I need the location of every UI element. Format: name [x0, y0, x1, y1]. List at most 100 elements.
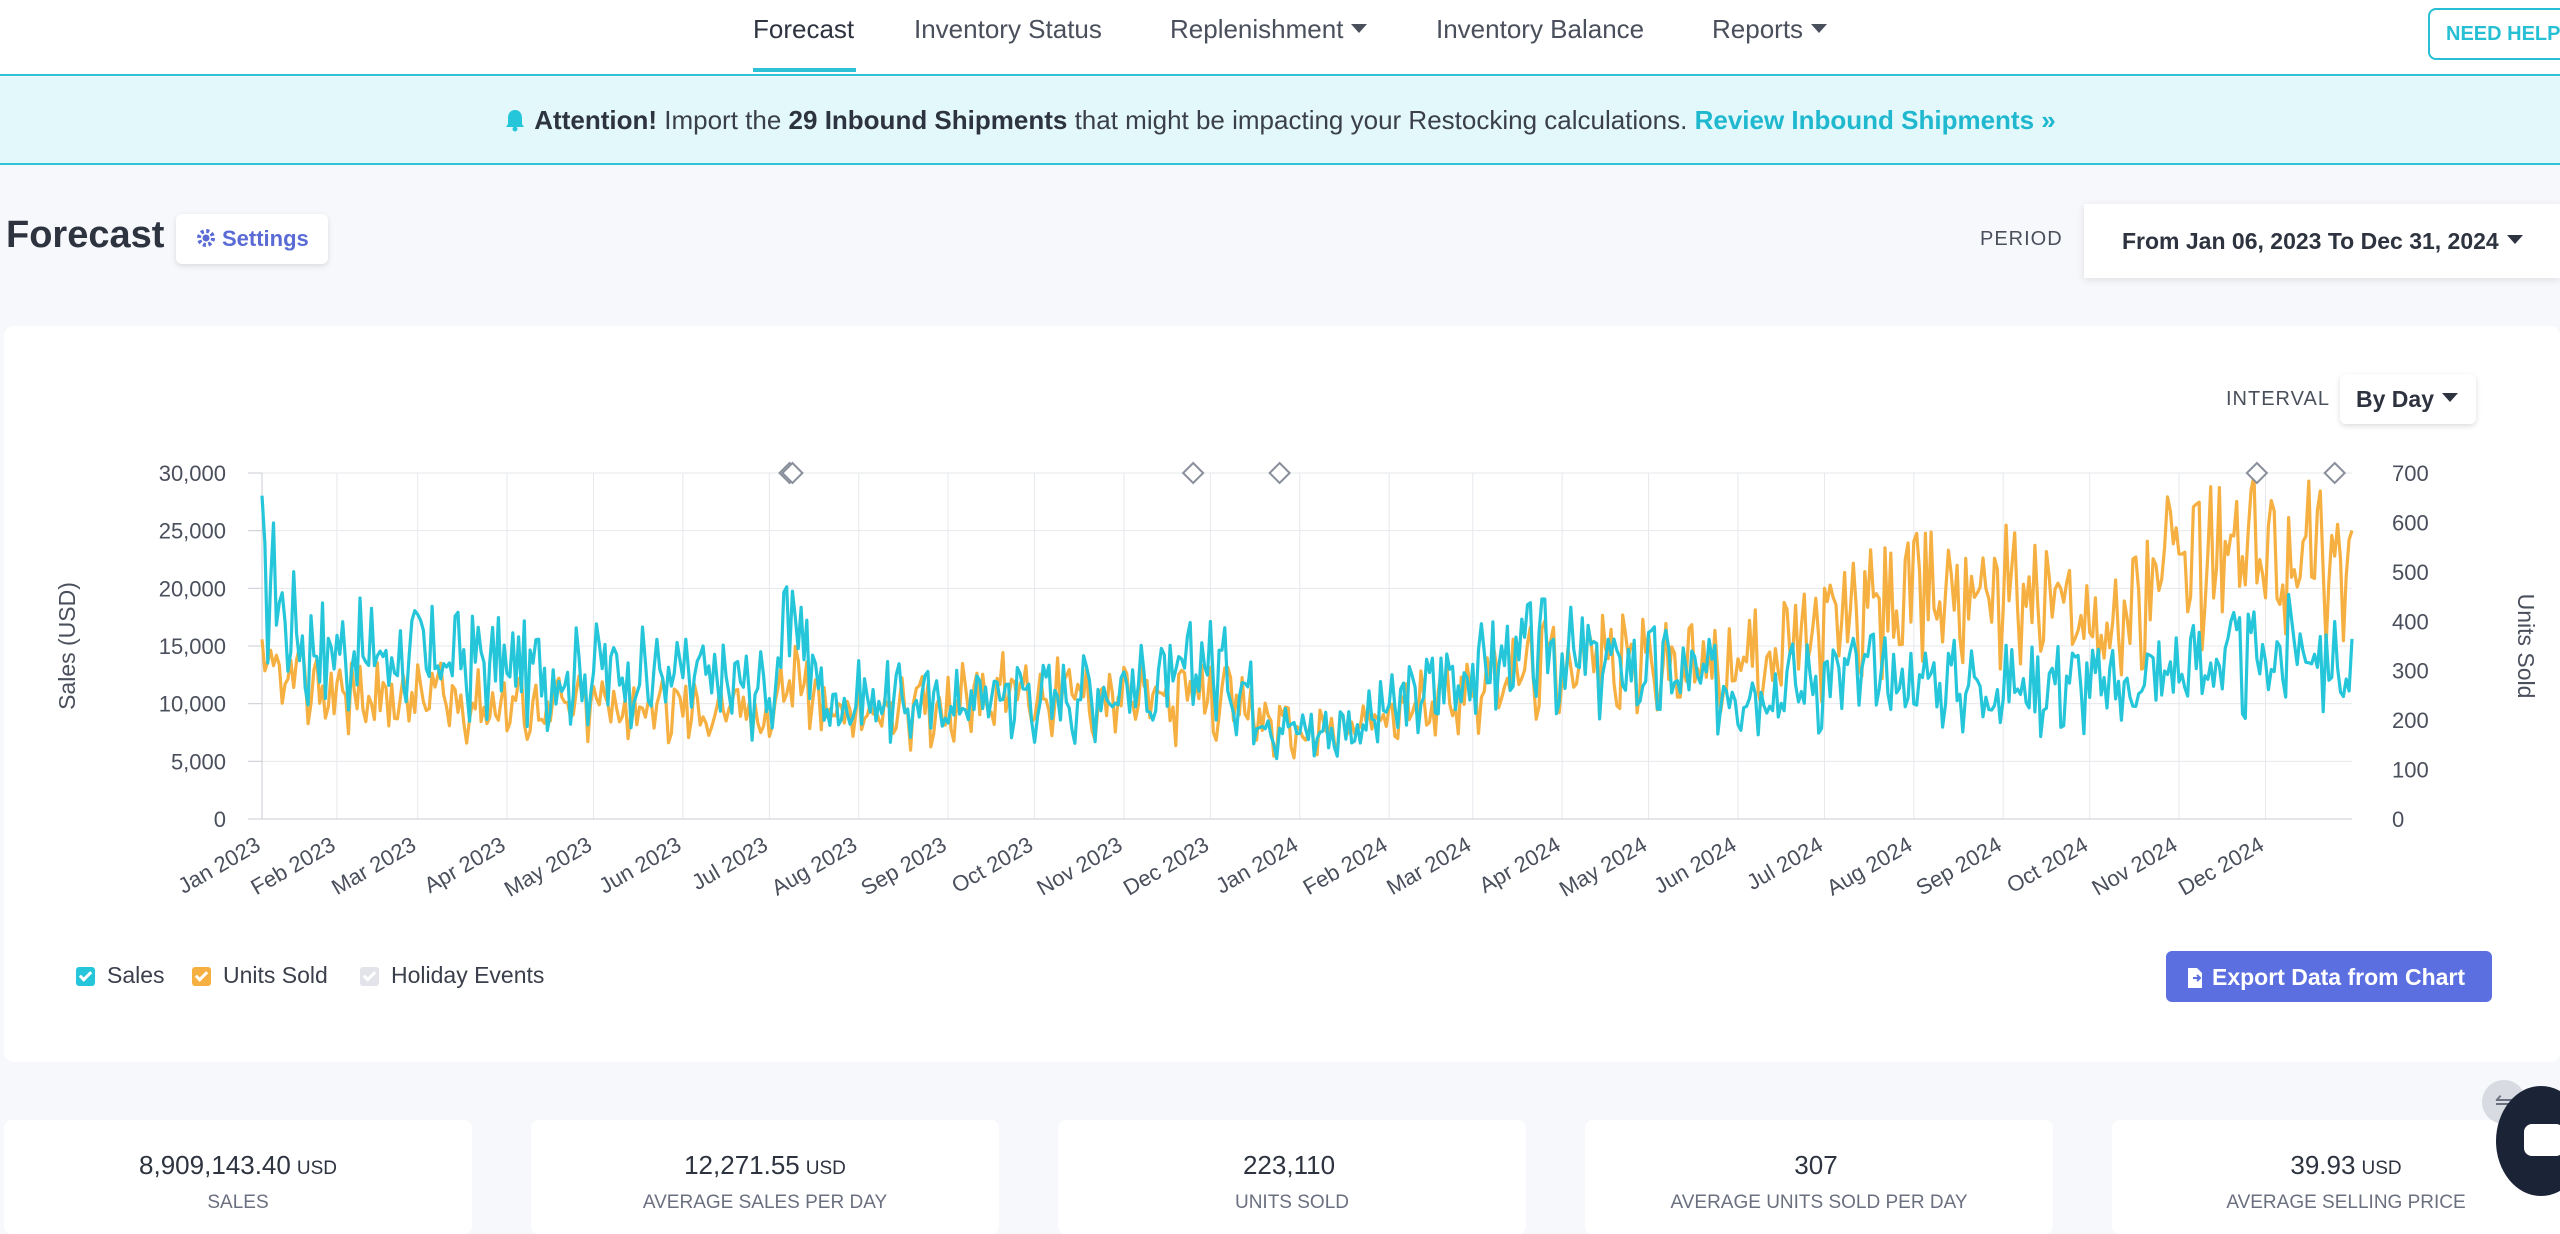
bell-icon: [506, 110, 525, 132]
top-nav: Forecast Inventory Status Replenishment …: [0, 0, 2560, 76]
y-tick-label: 20,000: [159, 576, 226, 601]
nav-active-indicator: [753, 68, 856, 72]
attention-banner: Attention! Import the 29 Inbound Shipmen…: [0, 77, 2560, 165]
stat-label: SALES: [207, 1192, 269, 1213]
banner-text-2: that might be impacting your Restocking …: [1074, 105, 1688, 135]
settings-label: Settings: [222, 226, 309, 251]
nav-replenishment[interactable]: Replenishment: [1170, 14, 1368, 45]
x-tick-label: Jan 2024: [1211, 832, 1302, 899]
stat-value: 307: [1585, 1150, 2053, 1181]
legend-holiday-events-label: Holiday Events: [391, 962, 545, 988]
x-tick-label: Oct 2024: [2002, 832, 2092, 898]
stat-card-avg-price: 39.93 USD AVERAGE SELLING PRICE: [2112, 1120, 2560, 1234]
stat-number: 223,110: [1242, 1150, 1336, 1180]
sales-series-line: [260, 495, 2354, 761]
nav-reports[interactable]: Reports: [1712, 14, 1828, 45]
y2-axis-title: Units Sold: [2513, 594, 2539, 699]
x-tick-label: May 2024: [1555, 832, 1651, 902]
legend-sales[interactable]: Sales: [76, 962, 165, 989]
settings-button[interactable]: Settings: [176, 214, 328, 264]
y-tick-label: 15,000: [159, 634, 226, 659]
stat-number: 12,271.55: [684, 1150, 800, 1180]
x-tick-label: Jun 2023: [594, 832, 685, 899]
file-export-icon: [2188, 968, 2202, 988]
banner-text-1: Import the: [664, 105, 782, 135]
y2-tick-label: 500: [2392, 560, 2429, 585]
stat-card-units-sold: 223,110 UNITS SOLD: [1058, 1120, 1526, 1234]
nav-inventory-status[interactable]: Inventory Status: [914, 14, 1102, 44]
legend-sales-label: Sales: [107, 962, 165, 988]
stat-number: 307: [1794, 1150, 1838, 1180]
y2-tick-label: 100: [2392, 758, 2429, 783]
y-tick-label: 5,000: [171, 749, 226, 774]
review-inbound-shipments-link[interactable]: Review Inbound Shipments »: [1694, 105, 2056, 135]
y2-tick-label: 200: [2392, 708, 2429, 733]
interval-value: By Day: [2356, 386, 2434, 412]
x-tick-label: Jul 2024: [1742, 832, 1827, 895]
stat-unit: USD: [2361, 1158, 2402, 1179]
stat-value: 223,110: [1058, 1150, 1526, 1181]
x-tick-label: Sep 2024: [1912, 832, 2006, 901]
y2-tick-label: 400: [2392, 609, 2429, 634]
banner-shipment-count: 29 Inbound Shipments: [788, 105, 1068, 135]
x-tick-label: Nov 2024: [2087, 832, 2181, 901]
chevron-down-icon: [1811, 24, 1828, 33]
page-title: Forecast: [6, 214, 165, 256]
stat-number: 8,909,143.40: [139, 1150, 291, 1180]
stat-unit: USD: [805, 1158, 846, 1179]
y2-tick-label: 700: [2392, 461, 2429, 486]
nav-forecast[interactable]: Forecast: [753, 14, 855, 44]
holiday-event-marker: [2323, 461, 2347, 485]
legend-units-sold-label: Units Sold: [223, 962, 328, 988]
x-tick-label: Dec 2023: [1119, 832, 1213, 901]
export-data-button[interactable]: Export Data from Chart: [2166, 951, 2492, 1002]
x-tick-label: Feb 2023: [246, 832, 339, 900]
x-tick-label: Aug 2024: [1822, 832, 1916, 901]
x-tick-label: Dec 2024: [2174, 832, 2268, 901]
interval-label: INTERVAL: [2226, 388, 2330, 410]
y-tick-label: 25,000: [159, 519, 226, 544]
x-tick-label: Oct 2023: [947, 832, 1037, 898]
y2-tick-label: 300: [2392, 659, 2429, 684]
checkbox-checked-icon: [360, 967, 379, 986]
x-tick-label: Jan 2023: [174, 832, 265, 899]
attention-label: Attention!: [534, 105, 658, 135]
legend-units-sold[interactable]: Units Sold: [192, 962, 328, 989]
holiday-event-marker: [781, 461, 804, 485]
stat-card-avg-sales: 12,271.55 USD AVERAGE SALES PER DAY: [531, 1120, 999, 1234]
x-tick-label: Sep 2023: [857, 832, 951, 901]
period-select[interactable]: From Jan 06, 2023 To Dec 31, 2024: [2084, 204, 2560, 278]
checkbox-checked-icon: [192, 967, 211, 986]
stat-unit: USD: [296, 1158, 337, 1179]
stat-card-sales: 8,909,143.40 USD SALES: [4, 1120, 472, 1234]
legend-holiday-events[interactable]: Holiday Events: [360, 962, 544, 989]
chevron-down-icon: [1351, 24, 1368, 33]
x-tick-label: Nov 2023: [1032, 832, 1126, 901]
interval-select[interactable]: By Day: [2340, 374, 2476, 424]
stat-label: AVERAGE SALES PER DAY: [642, 1192, 888, 1213]
y2-tick-label: 600: [2392, 510, 2429, 535]
need-help-button[interactable]: NEED HELP?: [2428, 8, 2560, 60]
chevron-down-icon: [2506, 235, 2523, 244]
holiday-event-marker: [2245, 461, 2269, 485]
stat-number: 39.93: [2290, 1150, 2356, 1180]
nav-reports-label: Reports: [1712, 14, 1804, 44]
period-value: From Jan 06, 2023 To Dec 31, 2024: [2122, 228, 2499, 254]
y-tick-label: 30,000: [159, 461, 226, 486]
holiday-event-marker: [1181, 461, 1205, 485]
y-tick-label: 10,000: [159, 692, 226, 717]
y-axis-title: Sales (USD): [54, 582, 80, 710]
nav-inventory-balance[interactable]: Inventory Balance: [1436, 14, 1645, 44]
chat-widget-button[interactable]: [2496, 1086, 2560, 1196]
x-tick-label: Feb 2024: [1299, 832, 1392, 900]
x-tick-label: Jun 2024: [1650, 832, 1741, 899]
y-tick-label: 0: [214, 807, 226, 832]
checkbox-checked-icon: [76, 967, 95, 986]
x-tick-label: Aug 2023: [767, 832, 861, 901]
x-tick-label: Mar 2023: [327, 832, 420, 900]
export-label: Export Data from Chart: [2212, 964, 2466, 990]
x-tick-label: May 2023: [500, 832, 596, 902]
period-label: PERIOD: [1980, 228, 2063, 250]
stat-label: AVERAGE SELLING PRICE: [2226, 1192, 2466, 1213]
